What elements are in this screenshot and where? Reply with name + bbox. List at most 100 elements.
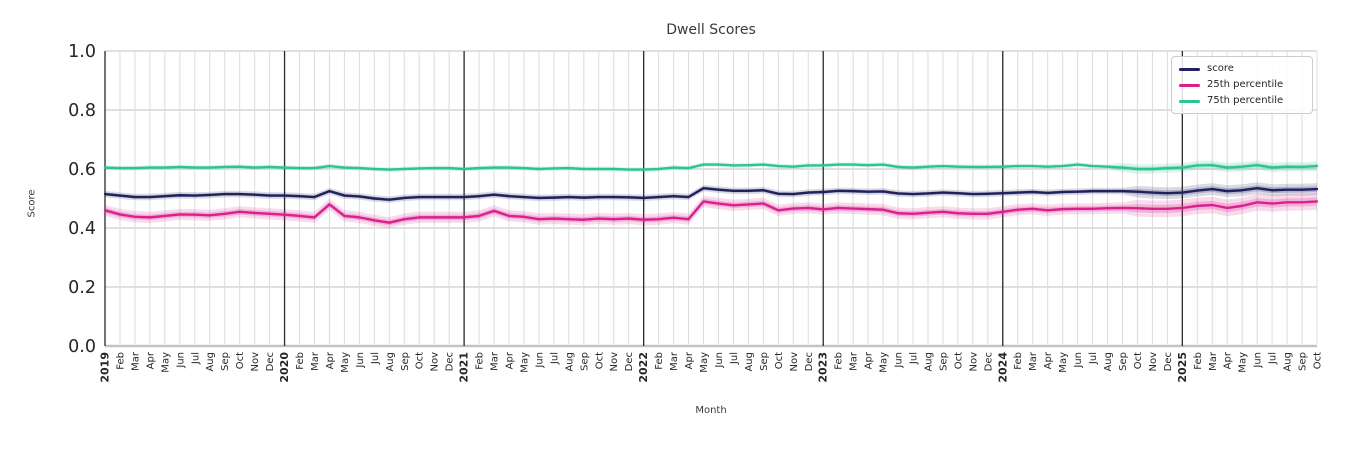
svg-text:Sep: Sep xyxy=(759,352,770,371)
legend-label: 75th percentile xyxy=(1207,95,1284,106)
svg-text:2024: 2024 xyxy=(996,352,1009,383)
svg-text:Nov: Nov xyxy=(1148,352,1159,372)
legend-item-25th-percentile: 25th percentile xyxy=(1179,79,1304,91)
svg-text:Aug: Aug xyxy=(385,352,396,372)
svg-text:Oct: Oct xyxy=(774,352,785,369)
svg-text:0.8: 0.8 xyxy=(68,101,96,121)
svg-text:May: May xyxy=(519,352,530,373)
series-line xyxy=(103,163,1319,171)
svg-text:0.4: 0.4 xyxy=(68,219,96,239)
svg-text:Mar: Mar xyxy=(490,351,501,371)
svg-text:Apr: Apr xyxy=(1223,351,1234,369)
svg-text:Dec: Dec xyxy=(445,352,456,371)
svg-text:Oct: Oct xyxy=(1133,352,1144,369)
svg-text:Apr: Apr xyxy=(145,351,156,369)
svg-text:Aug: Aug xyxy=(1103,352,1114,372)
y-tick-labels: 0.0 0.2 0.4 0.6 0.8 1.0 xyxy=(68,42,96,357)
svg-text:Mar: Mar xyxy=(1208,351,1219,371)
svg-text:Apr: Apr xyxy=(505,351,516,369)
svg-text:2020: 2020 xyxy=(278,352,291,383)
svg-text:Jun: Jun xyxy=(894,352,905,369)
legend-swatch-2 xyxy=(1179,99,1200,103)
svg-text:Mar: Mar xyxy=(310,351,321,371)
svg-text:1.0: 1.0 xyxy=(68,42,96,62)
svg-text:Feb: Feb xyxy=(834,352,845,370)
svg-text:May: May xyxy=(1058,352,1069,373)
svg-text:Dec: Dec xyxy=(1163,352,1174,371)
svg-text:Dec: Dec xyxy=(804,352,815,371)
svg-text:Jun: Jun xyxy=(1253,352,1264,369)
svg-text:Feb: Feb xyxy=(115,352,126,370)
x-gridlines xyxy=(104,51,1318,346)
chart-title: Dwell Scores xyxy=(666,22,756,38)
svg-text:Sep: Sep xyxy=(938,352,949,371)
svg-text:Sep: Sep xyxy=(579,352,590,371)
svg-text:Sep: Sep xyxy=(220,352,231,371)
svg-text:Jul: Jul xyxy=(549,352,560,365)
legend-item-score: score xyxy=(1179,63,1304,75)
svg-text:Jun: Jun xyxy=(175,352,186,369)
svg-text:2023: 2023 xyxy=(817,352,830,383)
svg-text:Nov: Nov xyxy=(609,352,620,372)
legend: score 25th percentile 75th percentile xyxy=(1171,56,1313,114)
svg-text:Jun: Jun xyxy=(714,352,725,369)
svg-text:Feb: Feb xyxy=(475,352,486,370)
svg-text:Oct: Oct xyxy=(953,352,964,369)
svg-text:May: May xyxy=(340,352,351,373)
svg-text:Feb: Feb xyxy=(654,352,665,370)
legend-swatch-0 xyxy=(1179,67,1200,71)
svg-text:0.0: 0.0 xyxy=(68,337,96,357)
svg-text:Oct: Oct xyxy=(235,352,246,369)
series-line xyxy=(103,186,1319,201)
svg-text:Jul: Jul xyxy=(1268,352,1279,365)
svg-text:Sep: Sep xyxy=(1118,352,1129,371)
series-line xyxy=(103,200,1319,224)
svg-text:Jul: Jul xyxy=(370,352,381,365)
svg-text:Sep: Sep xyxy=(400,352,411,371)
svg-text:Feb: Feb xyxy=(1193,352,1204,370)
legend-swatch-1 xyxy=(1179,83,1200,87)
svg-text:Oct: Oct xyxy=(415,352,426,369)
svg-text:Aug: Aug xyxy=(744,352,755,372)
legend-label: 25th percentile xyxy=(1207,79,1284,90)
svg-text:May: May xyxy=(879,352,890,373)
svg-text:Jul: Jul xyxy=(729,352,740,365)
svg-text:0.2: 0.2 xyxy=(68,278,96,298)
svg-text:Nov: Nov xyxy=(968,352,979,372)
series-score xyxy=(103,182,1319,203)
svg-text:Jun: Jun xyxy=(1073,352,1084,369)
svg-text:Mar: Mar xyxy=(669,351,680,371)
legend-item-75th-percentile: 75th percentile xyxy=(1179,95,1304,107)
svg-text:Jun: Jun xyxy=(355,352,366,369)
svg-text:Dec: Dec xyxy=(983,352,994,371)
svg-text:Jul: Jul xyxy=(1088,352,1099,365)
svg-text:Aug: Aug xyxy=(1283,352,1294,372)
svg-text:May: May xyxy=(1238,352,1249,373)
svg-text:Jul: Jul xyxy=(909,352,920,365)
svg-text:Mar: Mar xyxy=(130,351,141,371)
svg-text:2025: 2025 xyxy=(1176,352,1189,383)
svg-text:Oct: Oct xyxy=(1313,352,1324,369)
y-axis-label: Score xyxy=(26,189,38,218)
svg-text:2021: 2021 xyxy=(458,352,471,383)
svg-text:May: May xyxy=(699,352,710,373)
svg-text:Nov: Nov xyxy=(430,352,441,372)
legend-label: score xyxy=(1207,63,1234,74)
svg-text:Aug: Aug xyxy=(205,352,216,372)
x-axis-label: Month xyxy=(695,405,727,416)
svg-text:Dec: Dec xyxy=(265,352,276,371)
svg-text:Oct: Oct xyxy=(594,352,605,369)
series-75th-percentile xyxy=(103,160,1319,174)
svg-text:2019: 2019 xyxy=(99,352,112,383)
svg-text:Apr: Apr xyxy=(864,351,875,369)
svg-text:Mar: Mar xyxy=(849,351,860,371)
svg-text:Apr: Apr xyxy=(1043,351,1054,369)
svg-text:Feb: Feb xyxy=(1013,352,1024,370)
svg-text:Apr: Apr xyxy=(325,351,336,369)
svg-text:Sep: Sep xyxy=(1298,352,1309,371)
series-25th-percentile xyxy=(103,193,1319,229)
svg-text:Nov: Nov xyxy=(250,352,261,372)
confidence-band-outer xyxy=(105,160,1317,174)
